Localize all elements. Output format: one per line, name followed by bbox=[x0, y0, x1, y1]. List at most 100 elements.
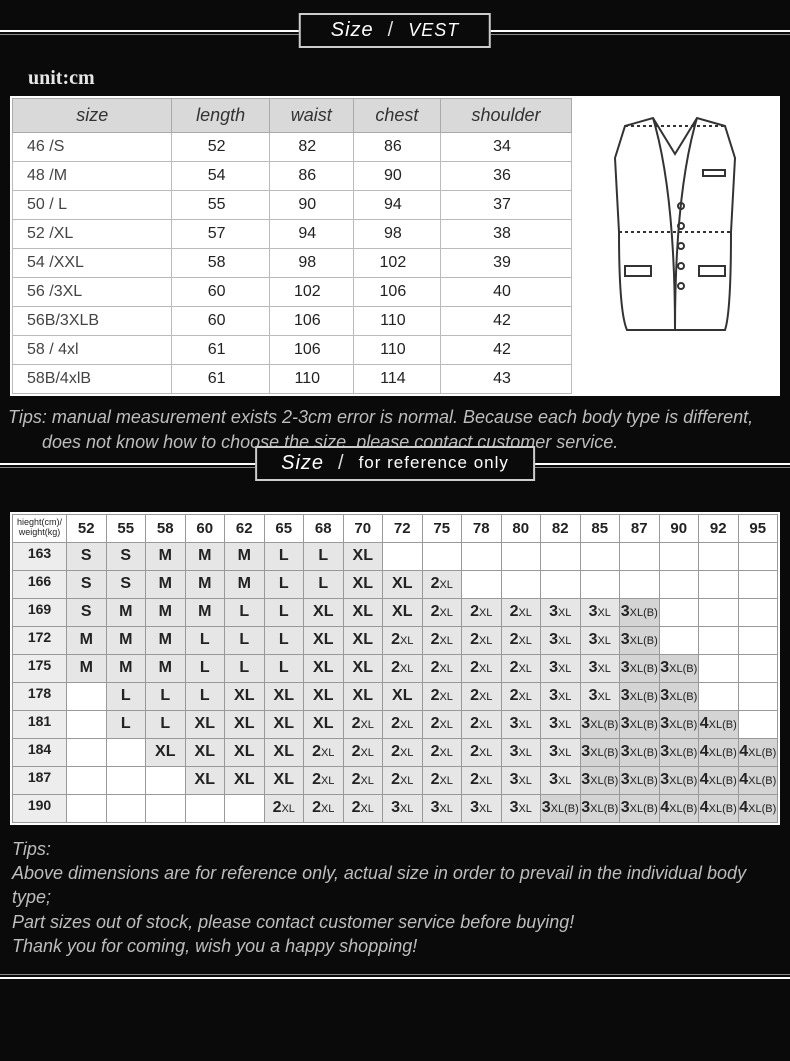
ref-cell: L bbox=[225, 626, 265, 654]
ref-cell: M bbox=[146, 570, 186, 598]
cell: 40 bbox=[441, 278, 572, 307]
ref-cell: M bbox=[225, 542, 265, 570]
cell: 90 bbox=[353, 162, 440, 191]
cell: 54 /XXL bbox=[13, 249, 172, 278]
ref-cell: 3XL bbox=[541, 710, 581, 738]
ref-cell bbox=[738, 626, 778, 654]
ref-cell: 2XL bbox=[501, 682, 541, 710]
height-cell: 187 bbox=[13, 766, 67, 794]
size-col-chest: chest bbox=[353, 99, 440, 133]
cell: 98 bbox=[269, 249, 353, 278]
ref-cell: XL bbox=[304, 710, 344, 738]
table-row: 50 / L55909437 bbox=[13, 191, 572, 220]
ref-cell: 3XL(B) bbox=[620, 626, 660, 654]
ref-cell: XL bbox=[343, 570, 383, 598]
weight-col: 62 bbox=[225, 514, 265, 542]
ref-cell: 3XL bbox=[580, 598, 620, 626]
cell: 55 bbox=[172, 191, 269, 220]
ref-cell: 4XL(B) bbox=[699, 738, 739, 766]
cell: 50 / L bbox=[13, 191, 172, 220]
ref-cell: 2XL bbox=[462, 766, 502, 794]
ref-cell: XL bbox=[225, 766, 265, 794]
ref-cell: 3XL(B) bbox=[659, 710, 699, 738]
ref-cell: 2XL bbox=[304, 766, 344, 794]
ref-cell: 3XL(B) bbox=[541, 794, 581, 822]
ref-cell: XL bbox=[343, 598, 383, 626]
cell: 86 bbox=[353, 133, 440, 162]
ref-cell: L bbox=[146, 682, 186, 710]
ref-cell: L bbox=[264, 654, 304, 682]
ref-cell: 3XL bbox=[501, 794, 541, 822]
ref-cell: M bbox=[146, 598, 186, 626]
table-row: 184XLXLXLXL2XL2XL2XL2XL2XL3XL3XL3XL(B)3X… bbox=[13, 738, 778, 766]
ref-cell: 2XL bbox=[422, 654, 462, 682]
ref-cell: M bbox=[67, 654, 107, 682]
ref-cell: L bbox=[264, 598, 304, 626]
table-row: 178LLLXLXLXLXLXL2XL2XL2XL3XL3XL3XL(B)3XL… bbox=[13, 682, 778, 710]
ref-cell: 2XL bbox=[383, 766, 423, 794]
section-divider-size: Size / VEST bbox=[0, 13, 790, 53]
ref-cell: 2XL bbox=[383, 654, 423, 682]
ref-cell bbox=[699, 682, 739, 710]
ref-cell bbox=[541, 570, 581, 598]
slash-icon: / bbox=[388, 19, 395, 42]
weight-col: 78 bbox=[462, 514, 502, 542]
cell: 57 bbox=[172, 220, 269, 249]
cell: 106 bbox=[269, 336, 353, 365]
ref-cell: 2XL bbox=[264, 794, 304, 822]
ref-cell: 3XL(B) bbox=[580, 766, 620, 794]
ref-cell: 4XL(B) bbox=[738, 766, 778, 794]
cell: 98 bbox=[353, 220, 440, 249]
ref-cell: 3XL(B) bbox=[580, 794, 620, 822]
ref-cell: 3XL(B) bbox=[659, 654, 699, 682]
ref-cell: 3XL bbox=[580, 654, 620, 682]
ref-cell: L bbox=[225, 598, 265, 626]
height-cell: 166 bbox=[13, 570, 67, 598]
ref-cell: 2XL bbox=[462, 654, 502, 682]
ref-cell: XL bbox=[225, 682, 265, 710]
ref-cell bbox=[225, 794, 265, 822]
ref-cell: 2XL bbox=[462, 598, 502, 626]
ref-cell: M bbox=[146, 626, 186, 654]
table-row: 54 /XXL589810239 bbox=[13, 249, 572, 278]
cell: 58 / 4xl bbox=[13, 336, 172, 365]
cell: 48 /M bbox=[13, 162, 172, 191]
table-row: 52 /XL57949838 bbox=[13, 220, 572, 249]
ref-cell: 3XL bbox=[541, 682, 581, 710]
cell: 38 bbox=[441, 220, 572, 249]
ref-cell: 3XL(B) bbox=[659, 766, 699, 794]
cell: 94 bbox=[353, 191, 440, 220]
weight-col: 52 bbox=[67, 514, 107, 542]
ref-cell: M bbox=[146, 542, 186, 570]
ref-cell: M bbox=[67, 626, 107, 654]
ref-cell bbox=[738, 570, 778, 598]
ref-cell: XL bbox=[383, 682, 423, 710]
ref-cell: L bbox=[304, 542, 344, 570]
cell: 56B/3XLB bbox=[13, 307, 172, 336]
ref-cell: 4XL(B) bbox=[699, 766, 739, 794]
cell: 110 bbox=[353, 307, 440, 336]
table-row: 166SSMMMLLXLXL2XL bbox=[13, 570, 778, 598]
ref-cell: XL bbox=[264, 766, 304, 794]
ref-cell bbox=[699, 598, 739, 626]
cell: 61 bbox=[172, 365, 269, 394]
ref-cell: XL bbox=[264, 682, 304, 710]
section-tag-ref: Size / for reference only bbox=[255, 446, 535, 481]
ref-cell: XL bbox=[343, 682, 383, 710]
ref-cell: 4XL(B) bbox=[659, 794, 699, 822]
ref-cell: 3XL(B) bbox=[580, 710, 620, 738]
cell: 52 /XL bbox=[13, 220, 172, 249]
ref-cell: 3XL(B) bbox=[620, 654, 660, 682]
corner-cell: hieght(cm)/ weight(kg) bbox=[13, 514, 67, 542]
cell: 42 bbox=[441, 336, 572, 365]
section-title: Size bbox=[331, 19, 374, 42]
weight-col: 72 bbox=[383, 514, 423, 542]
cell: 106 bbox=[269, 307, 353, 336]
ref-cell: S bbox=[106, 542, 146, 570]
ref-cell: M bbox=[185, 570, 225, 598]
table-row: 48 /M54869036 bbox=[13, 162, 572, 191]
height-cell: 181 bbox=[13, 710, 67, 738]
ref-cell: 2XL bbox=[383, 738, 423, 766]
cell: 46 /S bbox=[13, 133, 172, 162]
ref-cell bbox=[738, 710, 778, 738]
